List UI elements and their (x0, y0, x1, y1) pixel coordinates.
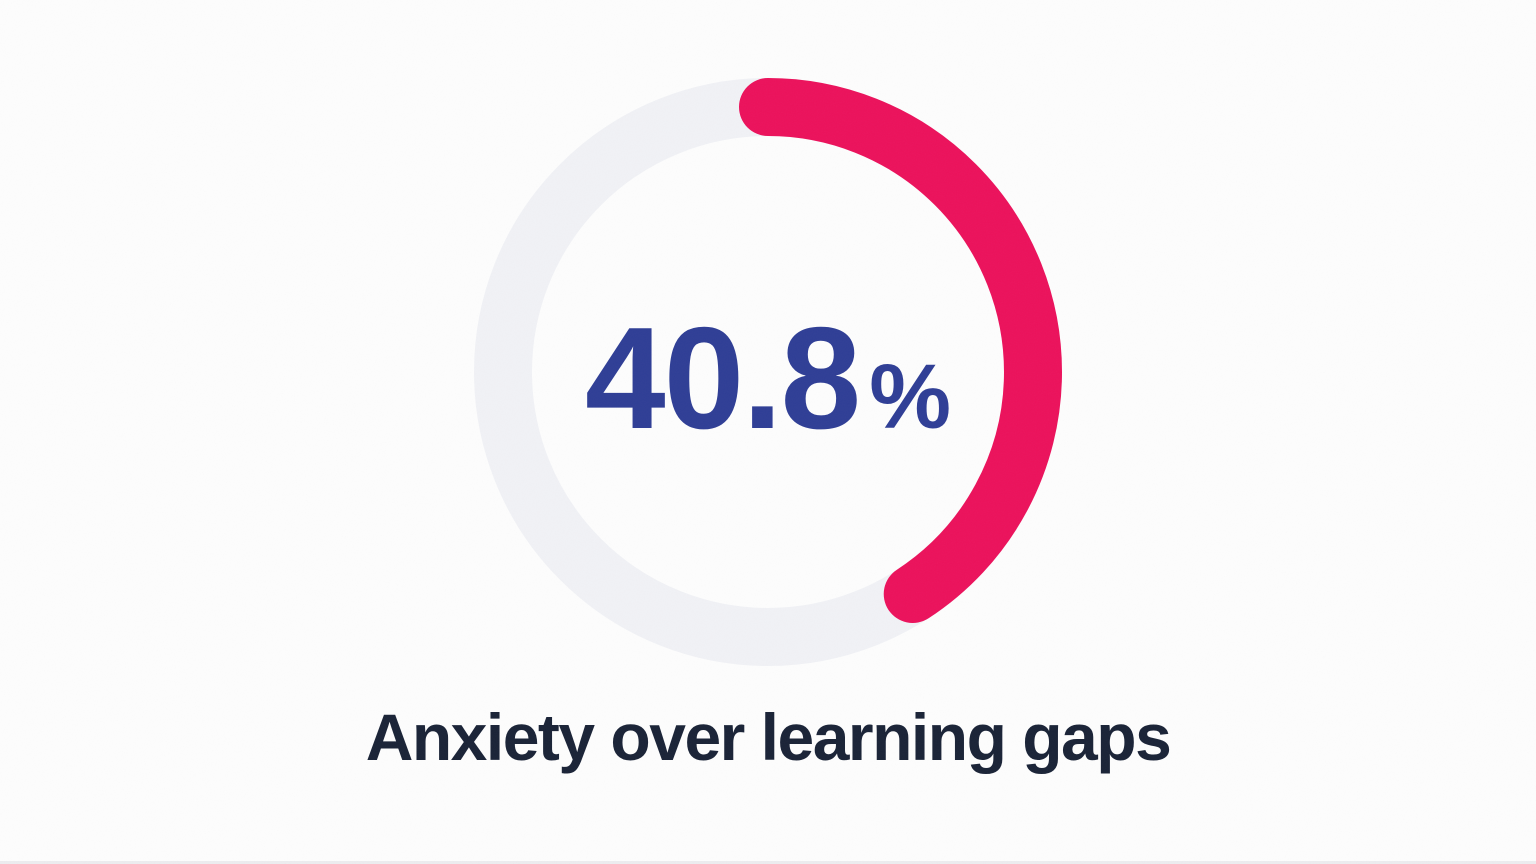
gauge-value-unit: % (869, 345, 952, 448)
gauge-value: 40.8 % (584, 296, 952, 459)
donut-gauge-chart: 40.8 % (468, 72, 1068, 672)
gauge-value-number: 40.8 (584, 296, 861, 459)
gauge-center-overlay: 40.8 % (468, 72, 1068, 672)
donut-gauge-svg (474, 78, 1062, 666)
gauge-progress-arc (474, 78, 1062, 666)
bottom-edge-line (0, 861, 1536, 864)
chart-caption: Anxiety over learning gaps (365, 700, 1172, 774)
